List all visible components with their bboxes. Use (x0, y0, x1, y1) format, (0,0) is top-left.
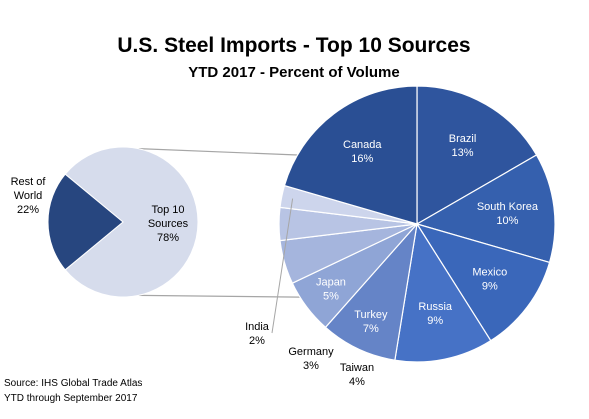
label-germany: Germany 3% (288, 346, 334, 372)
label-canada: Canada 16% (343, 139, 382, 165)
slice-brazil (416, 85, 538, 226)
source-note: Source: IHS Global Trade Atlas (4, 378, 143, 389)
slice-south-korea (415, 154, 556, 264)
slice-canada (283, 85, 418, 225)
slice-top-10-sources (64, 146, 199, 298)
label-mexico: Mexico 9% (472, 267, 507, 293)
breakdown-pie (278, 85, 556, 363)
slice-russia (394, 222, 492, 363)
label-taiwan: Taiwan 4% (340, 362, 374, 388)
slice-labels: Top 10 Sources 78% Rest of World 22% Brazil 13%… (11, 133, 539, 388)
label-india: India 2% (245, 321, 270, 347)
label-south-korea: South Korea 10% (477, 201, 539, 227)
slice-rest-of-world (47, 173, 124, 271)
leader-line-india (271, 198, 294, 334)
chart-title: U.S. Steel Imports - Top 10 Sources (117, 34, 470, 57)
label-japan: Japan 5% (316, 277, 346, 303)
connector-lines (138, 148, 300, 298)
connector-line-top (138, 148, 298, 156)
connector-line-bottom (138, 294, 300, 298)
chart-subtitle: YTD 2017 - Percent of Volume (188, 64, 399, 81)
slice-mexico (415, 222, 551, 342)
period-note: YTD through September 2017 (4, 393, 138, 404)
label-russia: Russia 9% (418, 301, 453, 327)
label-top-10-sources: Top 10 Sources 78% (148, 204, 189, 244)
label-rest-of-world: Rest of World 22% (11, 176, 47, 216)
label-brazil: Brazil 13% (449, 133, 477, 159)
main-pie (47, 146, 199, 298)
label-turkey: Turkey 7% (354, 309, 388, 335)
